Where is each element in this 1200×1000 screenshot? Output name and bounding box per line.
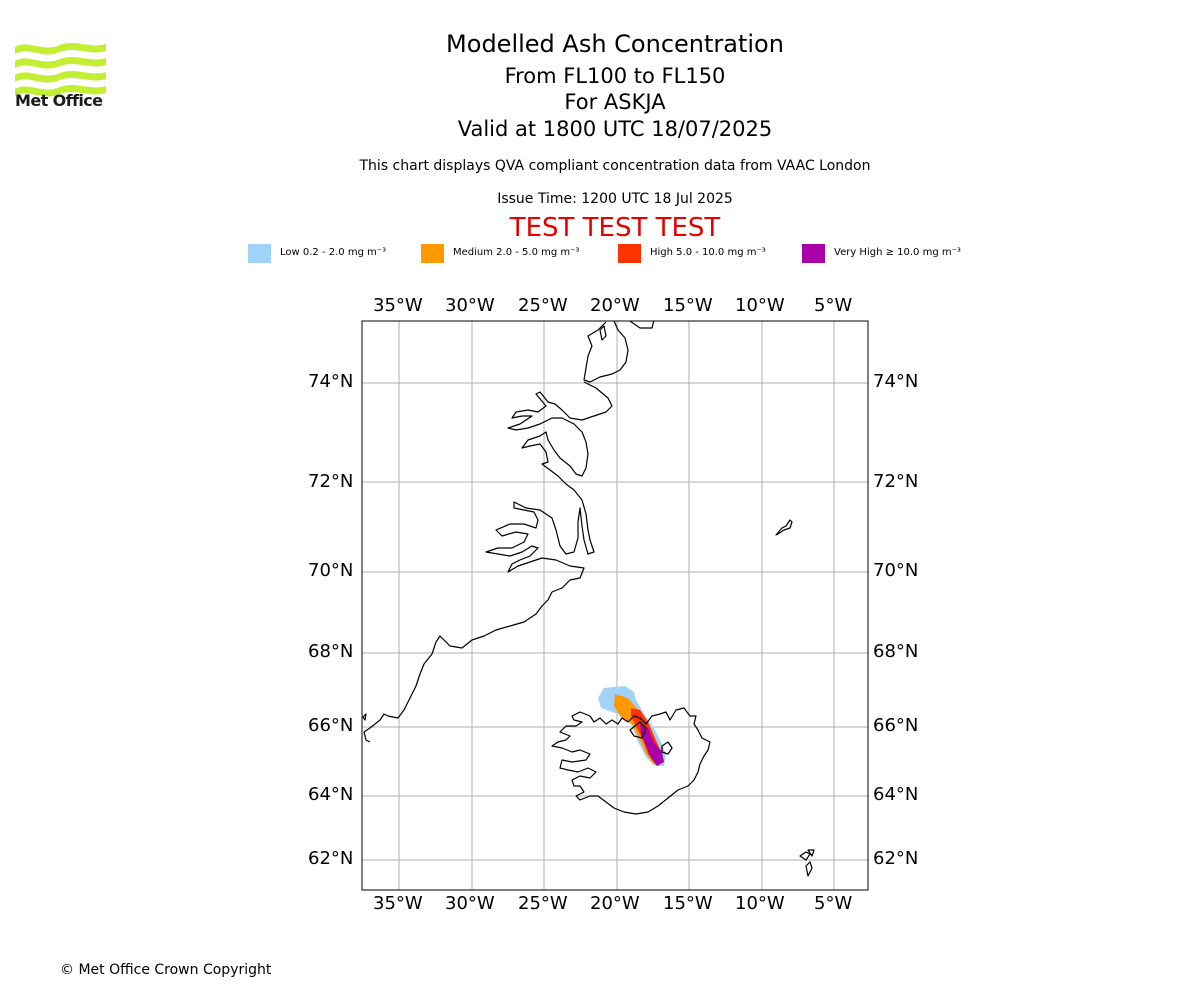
lon-label-top: 10°W: [735, 295, 785, 316]
legend: Low 0.2 - 2.0 mg m⁻³ Medium 2.0 - 5.0 mg…: [0, 244, 1200, 264]
legend-label-low: Low 0.2 - 2.0 mg m⁻³: [280, 247, 387, 258]
lon-label-top: 5°W: [814, 295, 853, 316]
legend-swatch-high: [618, 244, 641, 263]
lon-label-bottom: 30°W: [445, 893, 495, 914]
lat-label-left: 72°N: [308, 471, 354, 492]
flight-levels: From FL100 to FL150: [504, 64, 726, 88]
lon-label-top: 35°W: [373, 295, 423, 316]
lat-label-right: 72°N: [873, 471, 919, 492]
graticule: [362, 321, 868, 890]
lat-label-right: 68°N: [873, 641, 919, 662]
lat-label-left: 66°N: [308, 715, 354, 736]
lat-label-right: 70°N: [873, 560, 919, 581]
logo-text: Met Office: [15, 91, 103, 110]
legend-swatch-low: [248, 244, 271, 263]
disclaimer-text: This chart displays QVA compliant concen…: [359, 158, 871, 174]
lon-label-bottom: 20°W: [590, 893, 640, 914]
legend-label-very-high: Very High ≥ 10.0 mg m⁻³: [834, 247, 961, 258]
chart-title: Modelled Ash Concentration: [446, 30, 784, 58]
issue-time: Issue Time: 1200 UTC 18 Jul 2025: [497, 191, 733, 207]
legend-label-high: High 5.0 - 10.0 mg m⁻³: [650, 247, 766, 258]
lon-label-bottom: 15°W: [663, 893, 713, 914]
lon-label-top: 25°W: [518, 295, 568, 316]
lat-label-left: 68°N: [308, 641, 354, 662]
ash-very-high-area: [640, 724, 664, 766]
map-frame: [361, 320, 869, 891]
lat-label-left: 64°N: [308, 784, 354, 805]
lat-label-right: 74°N: [873, 371, 919, 392]
lon-label-bottom: 10°W: [735, 893, 785, 914]
legend-label-medium: Medium 2.0 - 5.0 mg m⁻³: [453, 247, 580, 258]
copyright-notice: © Met Office Crown Copyright: [60, 962, 272, 978]
legend-swatch-medium: [421, 244, 444, 263]
lon-label-bottom: 35°W: [373, 893, 423, 914]
coastlines: [362, 321, 815, 877]
lat-label-right: 64°N: [873, 784, 919, 805]
lon-label-bottom: 25°W: [518, 893, 568, 914]
lon-label-top: 15°W: [663, 295, 713, 316]
lon-label-top: 20°W: [590, 295, 640, 316]
lat-label-left: 62°N: [308, 848, 354, 869]
volcano-name: For ASKJA: [564, 90, 666, 114]
lat-label-left: 74°N: [308, 371, 354, 392]
lat-label-left: 70°N: [308, 560, 354, 581]
lat-label-right: 62°N: [873, 848, 919, 869]
lat-label-right: 66°N: [873, 715, 919, 736]
legend-swatch-very-high: [802, 244, 825, 263]
met-office-logo: [15, 43, 106, 97]
valid-time: Valid at 1800 UTC 18/07/2025: [457, 117, 773, 141]
lon-label-bottom: 5°W: [814, 893, 853, 914]
test-banner: TEST TEST TEST: [509, 213, 721, 243]
lon-label-top: 30°W: [445, 295, 495, 316]
